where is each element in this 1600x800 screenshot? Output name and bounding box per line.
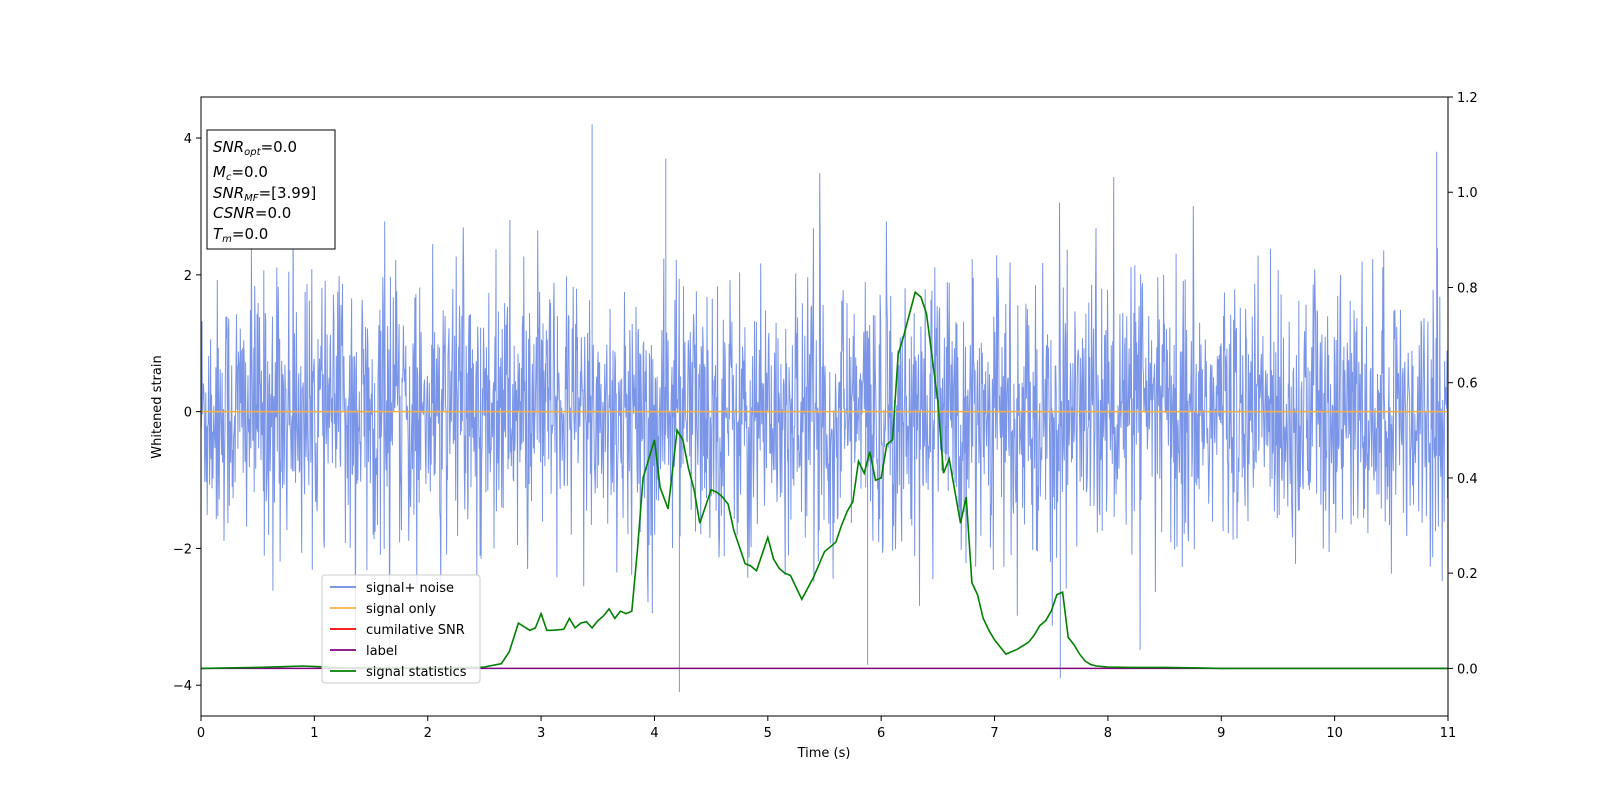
y-tick-label: 2 bbox=[184, 269, 192, 284]
y-tick-label: −4 bbox=[173, 679, 192, 694]
x-tick-label: 10 bbox=[1326, 726, 1343, 741]
legend-entry: signal only bbox=[366, 602, 436, 617]
y2-tick-label: 0.8 bbox=[1457, 281, 1478, 296]
y-axis-label: Whitened strain bbox=[150, 355, 165, 458]
legend: signal+ noise signal only cumilative SNR la… bbox=[321, 574, 481, 684]
plot-frame bbox=[200, 96, 1449, 717]
legend-entry: signal+ noise bbox=[366, 581, 454, 596]
x-tick-label: 5 bbox=[764, 726, 772, 741]
legend-entry: signal statistics bbox=[366, 665, 467, 680]
y-axis-left: −4 −2 0 2 4 bbox=[173, 132, 201, 694]
info-box-line: CSNR=0.0 bbox=[213, 204, 291, 222]
y2-tick-label: 1.2 bbox=[1457, 91, 1478, 106]
x-tick-label: 11 bbox=[1440, 726, 1457, 741]
info-box-line: Tm=0.0 bbox=[213, 225, 268, 245]
y-tick-label: 0 bbox=[184, 406, 192, 421]
x-tick-label: 0 bbox=[197, 726, 205, 741]
legend-frame bbox=[321, 574, 481, 684]
y2-tick-label: 0.4 bbox=[1457, 472, 1478, 487]
info-box-line: SNRMF=[3.99] bbox=[213, 184, 316, 204]
y-axis-right: 0.0 0.2 0.4 0.6 0.8 1.0 1.2 bbox=[1448, 91, 1478, 677]
x-tick-label: 7 bbox=[990, 726, 998, 741]
info-box-frame bbox=[206, 129, 336, 250]
x-tick-label: 9 bbox=[1217, 726, 1225, 741]
y-tick-label: −2 bbox=[173, 542, 192, 557]
x-tick-label: 1 bbox=[310, 726, 318, 741]
x-tick-label: 6 bbox=[877, 726, 885, 741]
x-tick-label: 4 bbox=[650, 726, 658, 741]
x-axis-label: Time (s) bbox=[797, 746, 851, 761]
x-tick-label: 2 bbox=[424, 726, 432, 741]
legend-entry: cumilative SNR bbox=[366, 623, 465, 638]
info-box-line: Mc=0.0 bbox=[213, 163, 268, 183]
y2-tick-label: 0.2 bbox=[1457, 567, 1478, 582]
x-tick-label: 8 bbox=[1104, 726, 1112, 741]
y2-tick-label: 0.0 bbox=[1457, 662, 1478, 677]
signal-statistics-line bbox=[200, 290, 1448, 670]
y-tick-label: 4 bbox=[184, 132, 192, 147]
signal-noise-line bbox=[201, 124, 1448, 693]
y2-tick-label: 0.6 bbox=[1457, 377, 1478, 392]
signal-noise-series bbox=[201, 124, 1448, 693]
x-axis: 0 1 2 3 4 5 6 7 8 9 10 11 bbox=[197, 716, 1456, 741]
info-box-line: SNRopt=0.0 bbox=[213, 138, 297, 158]
x-tick-label: 3 bbox=[537, 726, 545, 741]
y2-tick-label: 1.0 bbox=[1457, 186, 1478, 201]
legend-entry: label bbox=[366, 644, 397, 659]
